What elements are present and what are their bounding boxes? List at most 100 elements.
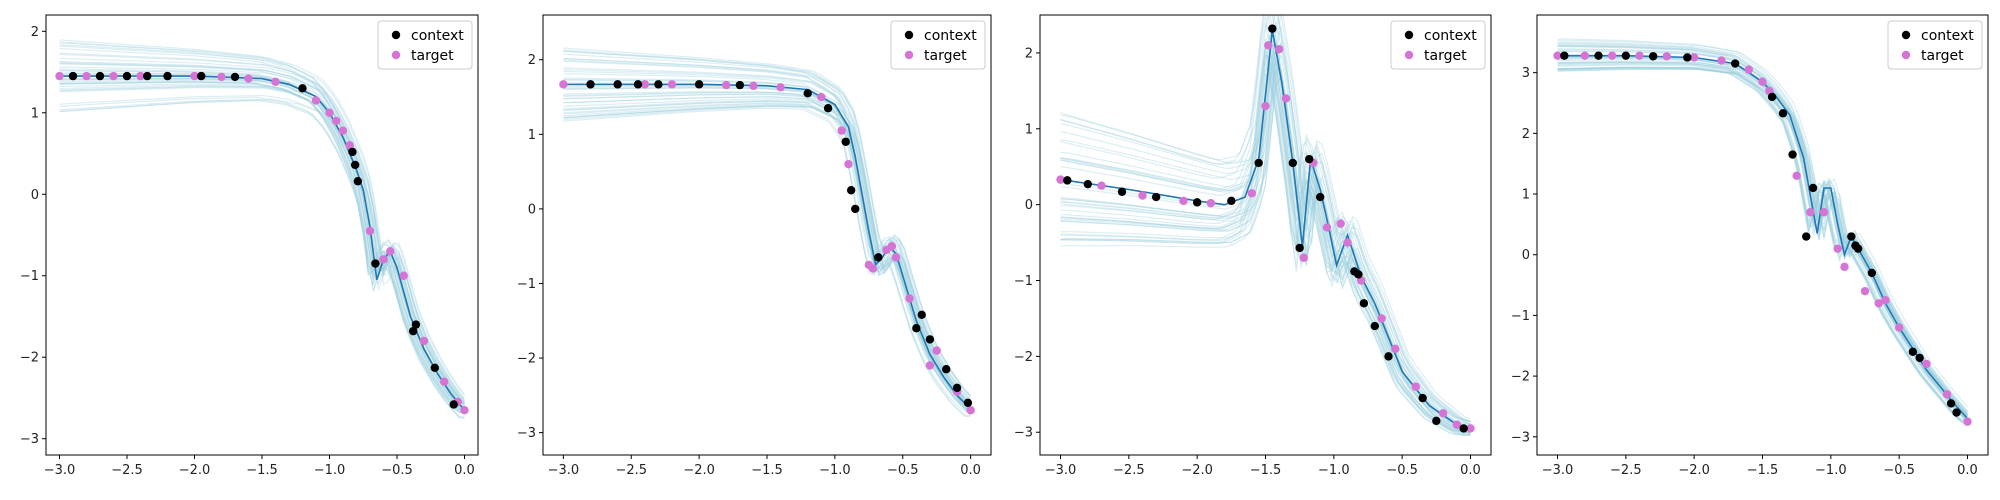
sample-curve — [563, 50, 972, 401]
target-point — [1881, 296, 1890, 305]
legend-label-target: target — [924, 48, 967, 64]
sample-curve — [1060, 59, 1471, 434]
context-point — [912, 324, 921, 333]
y-tick-label: −2 — [517, 352, 536, 367]
sample-curve — [59, 79, 465, 412]
context-point — [1560, 51, 1569, 60]
sample-curve — [1557, 38, 1968, 412]
context-point — [823, 104, 833, 113]
legend-marker-target — [904, 50, 914, 60]
context-point — [1192, 198, 1202, 207]
sample-curve — [563, 85, 971, 410]
sample-curve — [1060, 25, 1471, 425]
context-point — [1867, 268, 1877, 278]
sample-curve — [1060, 29, 1471, 425]
sample-curve — [1060, 68, 1471, 436]
legend-marker-context — [904, 30, 914, 40]
sample-curve — [1557, 60, 1968, 422]
sample-curve — [59, 81, 465, 413]
legend: context target — [1390, 20, 1486, 70]
sample-curve — [563, 100, 972, 409]
x-tick-label: −1.0 — [1318, 463, 1350, 478]
context-point — [586, 80, 595, 89]
context-point — [1621, 51, 1631, 60]
target-point — [379, 255, 388, 264]
target-point — [460, 405, 469, 415]
context-point — [197, 71, 206, 81]
context-point — [1432, 416, 1441, 426]
sample-curve — [1557, 41, 1968, 413]
target-point — [1792, 171, 1801, 181]
context-point — [633, 80, 643, 89]
target-point — [1056, 175, 1065, 184]
context-point — [925, 335, 935, 344]
target-point — [440, 377, 449, 386]
context-point — [1853, 244, 1863, 253]
y-tick-label: 0 — [31, 188, 39, 203]
context-point — [1227, 196, 1236, 206]
context-point — [1683, 53, 1692, 62]
sample-curve — [1060, 31, 1471, 427]
x-tick-label: 0.0 — [454, 463, 475, 478]
y-tick-label: 1 — [1025, 122, 1033, 137]
chart-panel-1: −3.0 −2.5 −2.0 −1.5 −1.0 −0.5 0.0 −3 −2 −1 0 1 2 cont… — [20, 14, 479, 478]
sample-curve — [563, 50, 971, 403]
sample-curve — [563, 73, 971, 408]
sample-curve — [563, 96, 972, 408]
y-tick-label: 1 — [528, 128, 536, 143]
target-point — [55, 71, 64, 81]
context-point — [735, 80, 745, 90]
x-tick-label: −2.5 — [615, 463, 647, 478]
sample-curve — [563, 102, 971, 416]
sample-curve — [563, 86, 971, 410]
sample-curve — [59, 61, 465, 405]
sample-curve — [59, 68, 465, 410]
sample-curve — [59, 70, 465, 410]
context-point — [841, 137, 850, 146]
x-tick-label: −1.5 — [751, 463, 783, 478]
sample-curve — [1557, 59, 1968, 421]
sample-curve — [1557, 68, 1968, 416]
context-point — [1117, 187, 1127, 196]
sample-curve — [59, 66, 465, 402]
sample-curve — [1060, 54, 1471, 434]
context-point — [1305, 154, 1314, 164]
sample-curve — [59, 57, 465, 400]
target-point — [1874, 299, 1883, 308]
legend-label-target: target — [1424, 48, 1467, 64]
target-point — [559, 80, 568, 89]
target-point — [271, 77, 280, 87]
target-point — [868, 264, 878, 273]
y-tick-label: −3 — [20, 432, 39, 447]
context-point — [963, 398, 973, 407]
context-point — [1268, 24, 1277, 33]
y-tick-label: 3 — [1522, 66, 1530, 81]
sample-curve — [59, 98, 465, 419]
legend-marker-target — [391, 50, 401, 60]
target-point — [1580, 51, 1590, 60]
sample-curve — [1060, 54, 1471, 431]
sample-curve — [59, 41, 465, 395]
sample-curve — [563, 102, 972, 415]
legend-label-target: target — [411, 48, 454, 64]
legend: context target — [890, 20, 986, 70]
target-point — [1343, 238, 1352, 247]
target-point — [966, 406, 975, 415]
sample-curve — [563, 47, 972, 396]
target-point — [190, 71, 199, 81]
legend-marker-context — [391, 30, 401, 40]
sample-curve — [563, 59, 972, 401]
context-point — [1788, 150, 1797, 159]
target-point — [1247, 189, 1257, 198]
sample-curve — [59, 99, 465, 419]
x-tick-label: −1.0 — [314, 463, 346, 478]
target-point — [1097, 181, 1106, 190]
context-point — [1359, 299, 1369, 308]
context-point — [230, 72, 240, 82]
target-point — [905, 294, 914, 303]
sample-curve — [1060, 61, 1471, 436]
target-point — [722, 80, 731, 90]
sample-curve — [1557, 43, 1968, 416]
sample-curve — [1557, 61, 1968, 422]
target-point — [1758, 77, 1767, 86]
